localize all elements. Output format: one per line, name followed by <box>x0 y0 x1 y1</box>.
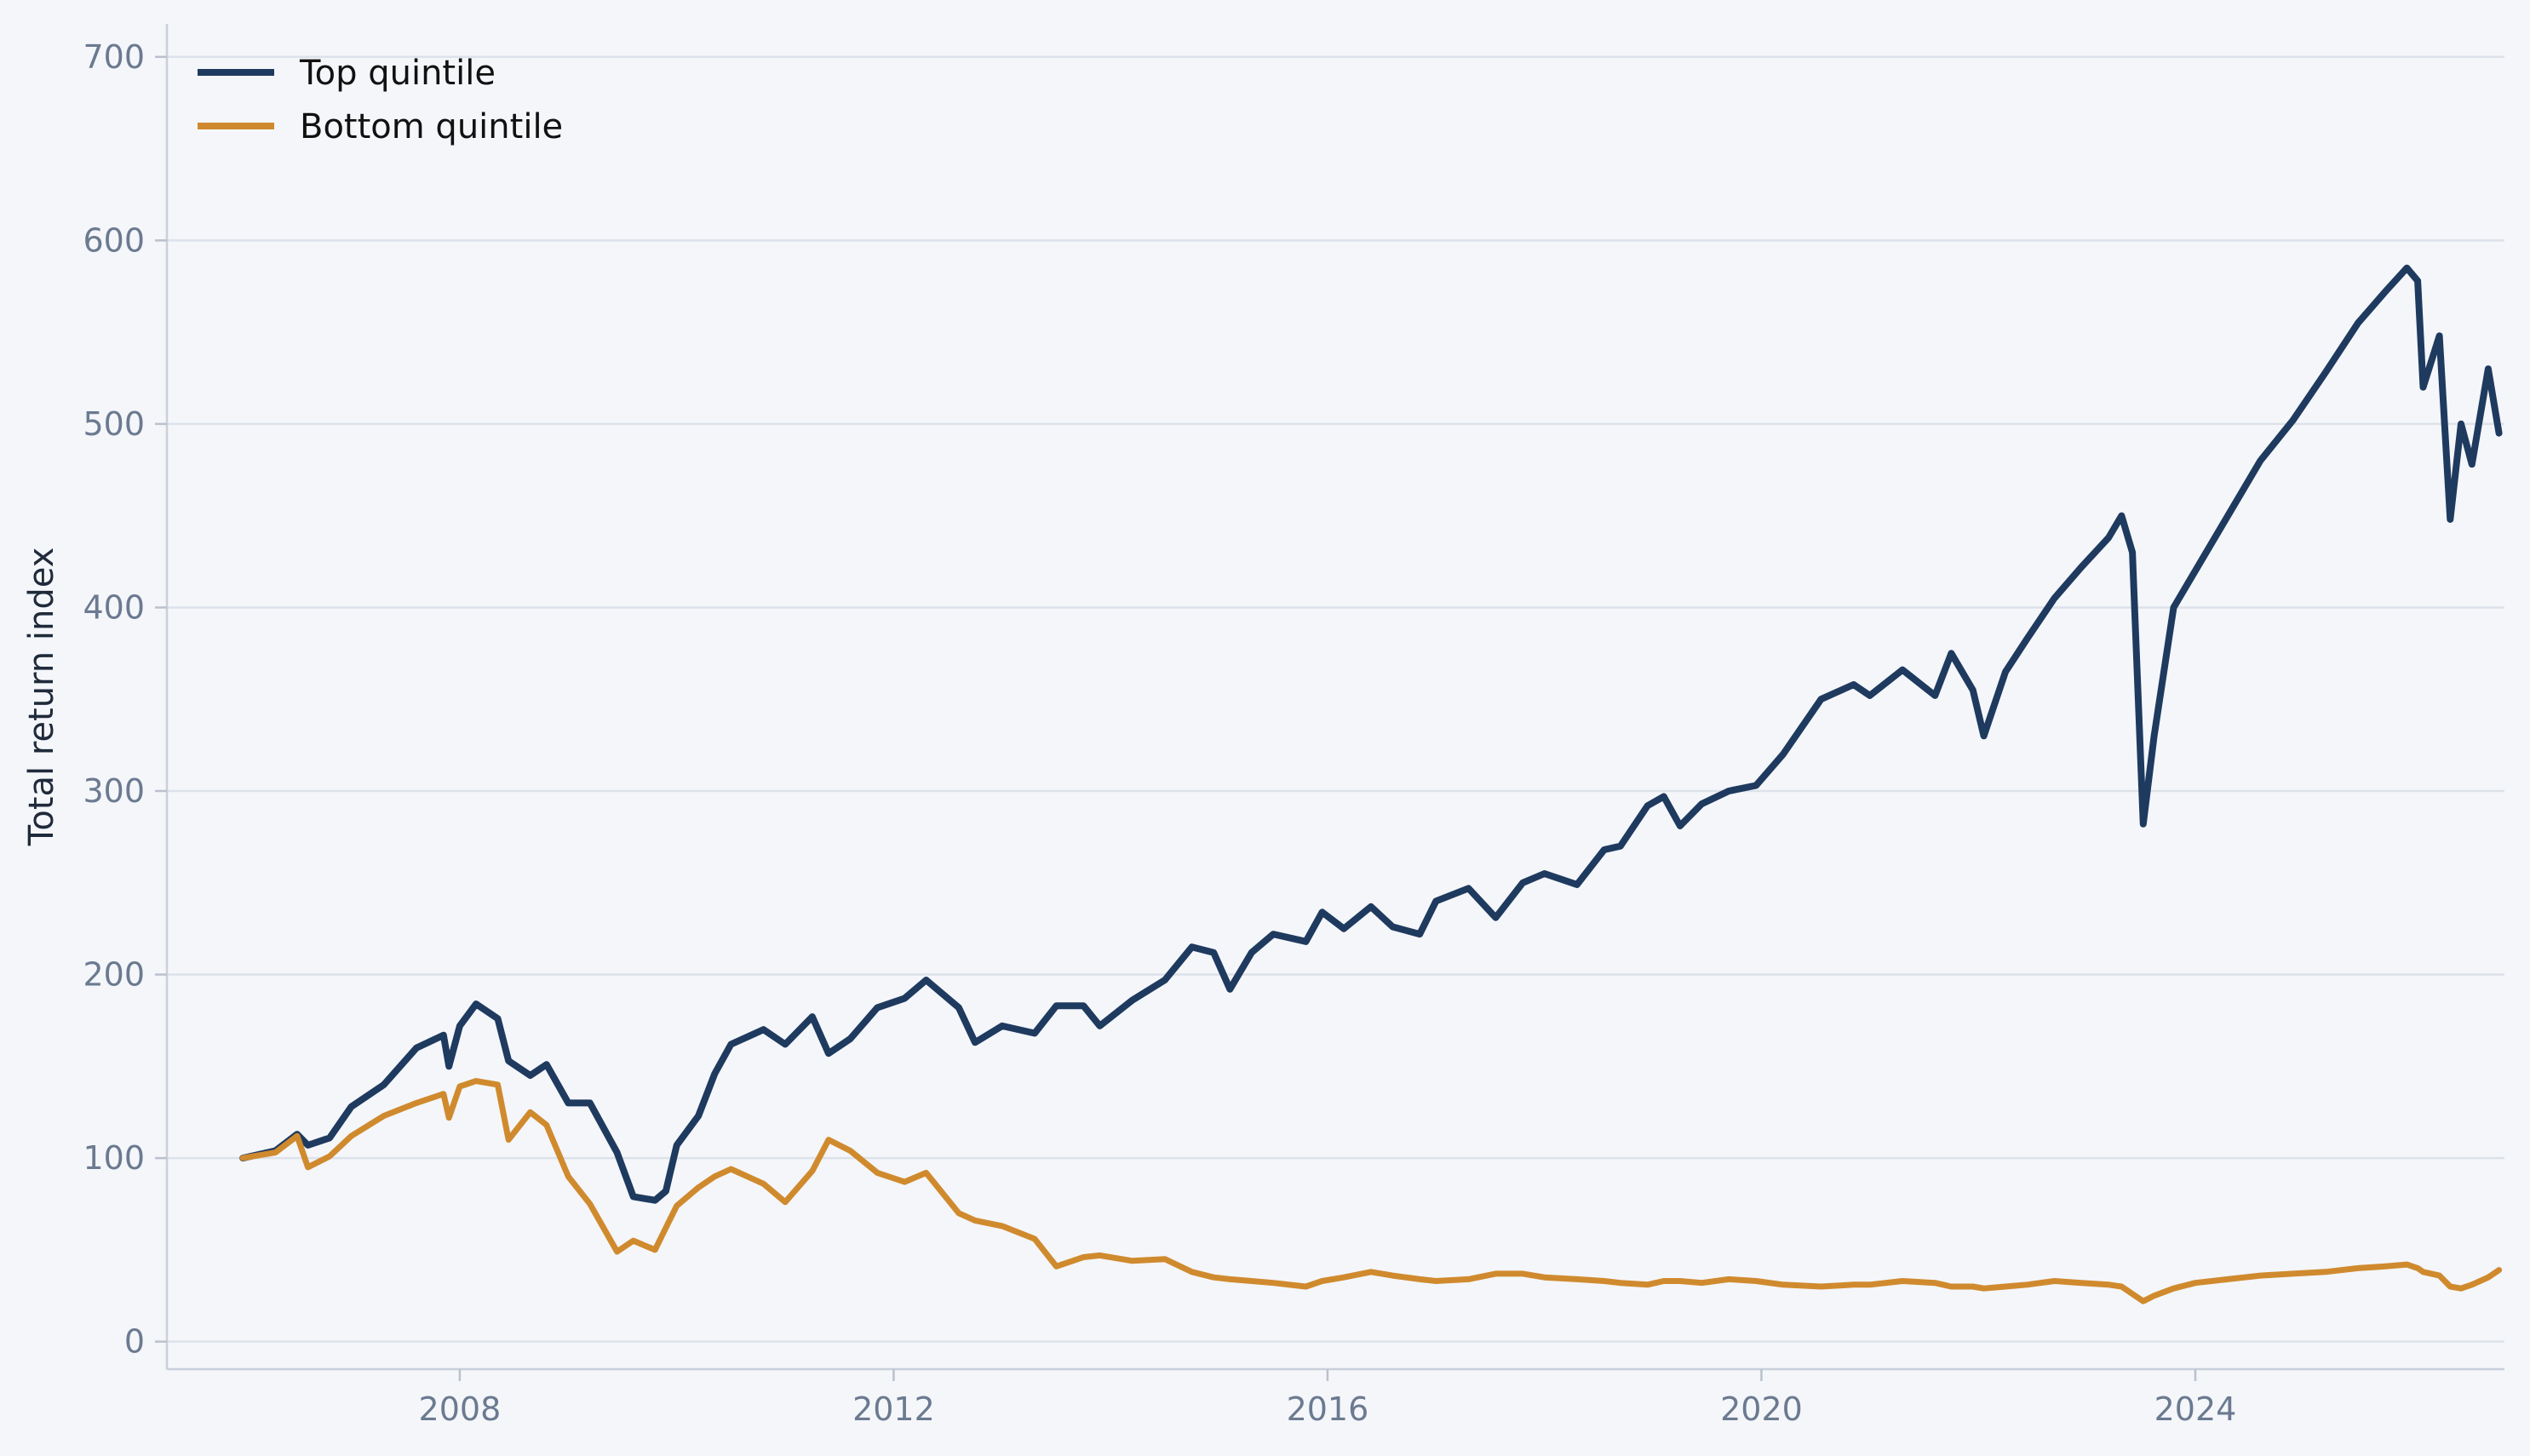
y-tick-label: 100 <box>83 1139 145 1177</box>
series-line-top-quintile <box>239 264 2503 1204</box>
x-tick-label: 2020 <box>1720 1390 1803 1428</box>
y-axis-title: Total return index <box>22 547 61 847</box>
y-tick-label: 200 <box>83 956 145 994</box>
x-tick-label: 2012 <box>852 1390 935 1428</box>
y-tick-label: 500 <box>83 405 145 443</box>
x-tick-label: 2016 <box>1287 1390 1369 1428</box>
y-tick-label: 0 <box>124 1323 145 1361</box>
y-tick-label: 600 <box>83 221 145 259</box>
x-tick-labels: 2008 2012 2016 2020 2024 <box>419 1369 2237 1428</box>
y-tick-label: 300 <box>83 772 145 810</box>
legend-label: Bottom quintile <box>300 107 563 146</box>
grid-layer <box>167 55 2504 1343</box>
y-tick-label: 700 <box>83 38 145 76</box>
legend: Top quintile Bottom quintile <box>198 54 563 146</box>
x-tick-label: 2008 <box>419 1390 502 1428</box>
series-line-bottom-quintile <box>239 1078 2503 1304</box>
y-tick-labels: 0 100 200 300 400 500 600 700 <box>83 38 167 1361</box>
series-layer <box>239 264 2503 1304</box>
axis-layer <box>165 24 2504 1371</box>
legend-label: Top quintile <box>299 54 496 93</box>
x-tick-label: 2024 <box>2154 1390 2237 1428</box>
y-tick-label: 400 <box>83 588 145 626</box>
